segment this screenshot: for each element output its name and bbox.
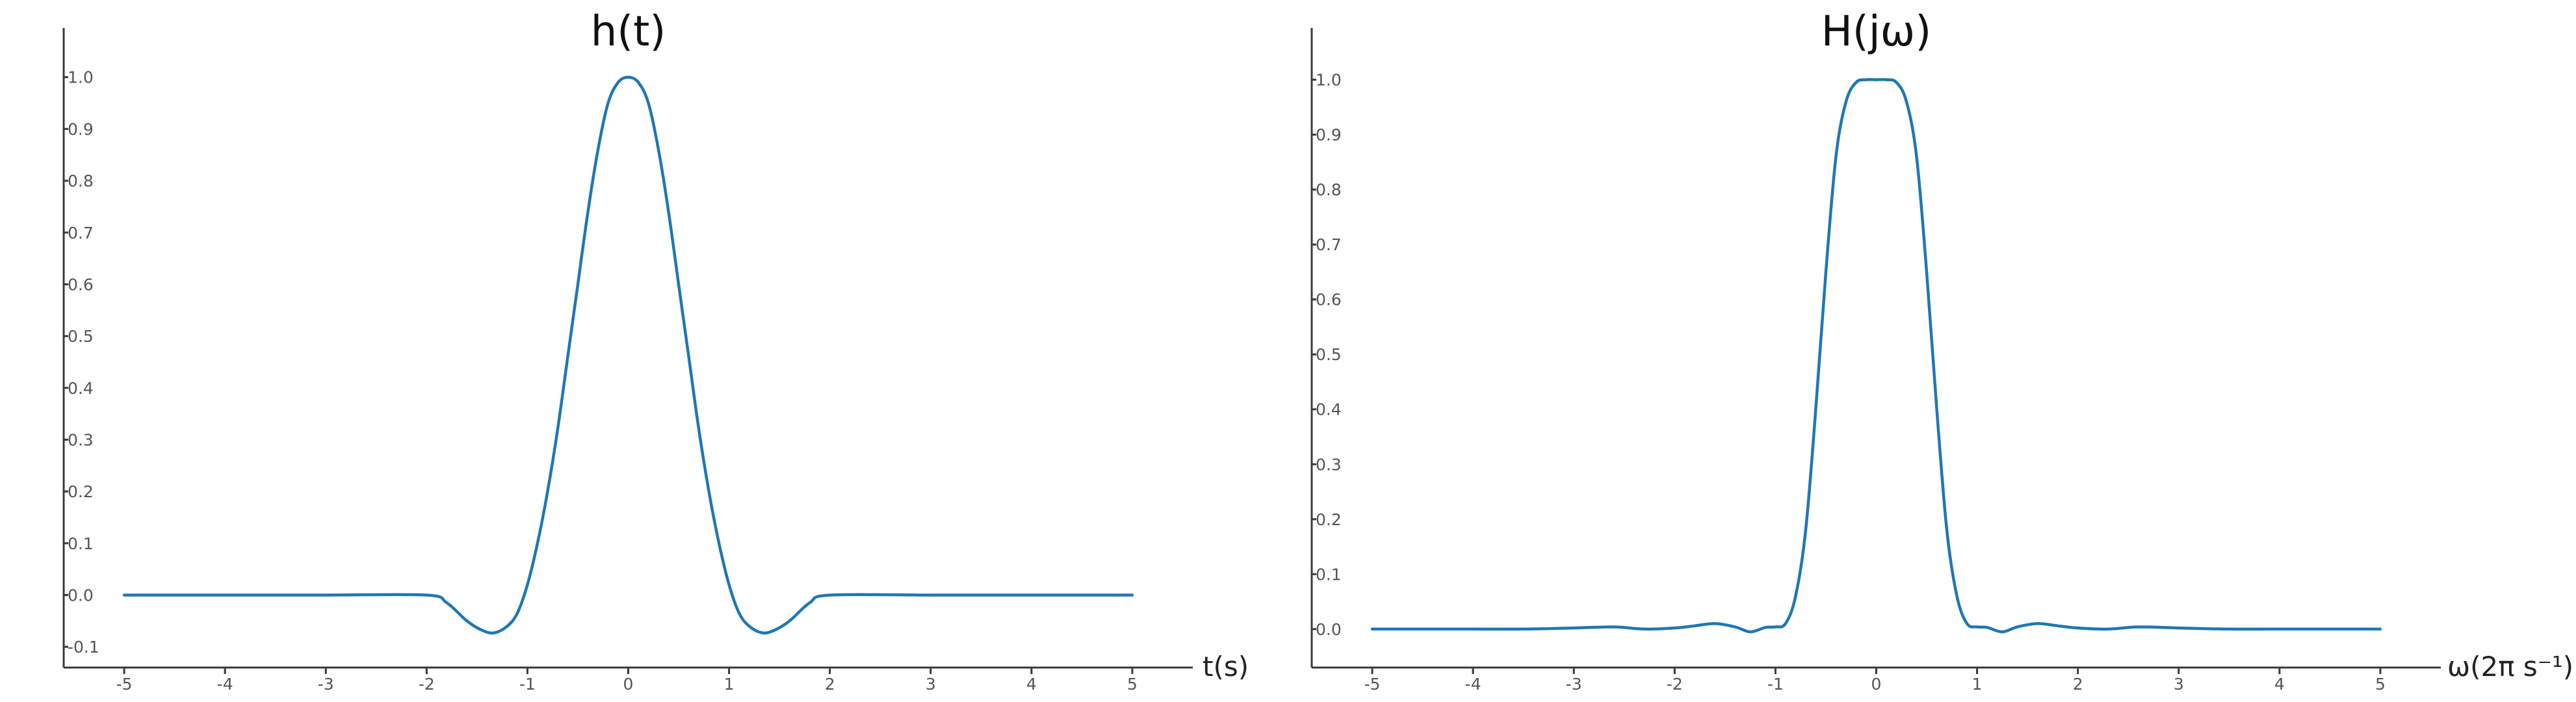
- y-tick-label: 0.3: [68, 430, 94, 449]
- y-tick-label: 0.7: [1316, 235, 1342, 254]
- y-tick-label: 0.7: [68, 224, 94, 242]
- x-tick-label: -5: [1364, 675, 1381, 694]
- x-tick-label: 0: [623, 675, 634, 694]
- y-tick-label: 0.0: [1316, 620, 1342, 639]
- y-tick-label: 0.3: [1316, 455, 1342, 474]
- x-tick-label: -2: [419, 675, 435, 694]
- x-tick-label: 2: [825, 675, 835, 694]
- y-tick-label: 0.9: [68, 120, 94, 138]
- chart-H-jw: H(jω) ω(2π s⁻¹) 0.0 0.1 0.2 0.3 0.4 0.5 0.6 0.7…: [1310, 8, 2573, 694]
- y-tick-label: 0.1: [1316, 565, 1342, 584]
- y-tick-label: 0.0: [68, 586, 94, 604]
- y-tick-label: 0.6: [1316, 291, 1342, 309]
- x-tick-label: 1: [724, 675, 735, 694]
- x-tick-label: 4: [2274, 675, 2285, 694]
- y-tick-label: 0.2: [1316, 510, 1342, 529]
- x-tick-label: -5: [116, 675, 133, 694]
- series-line-0-0: [122, 75, 1134, 635]
- x-tick-label: -2: [1667, 675, 1683, 694]
- y-tick-label: 0.8: [1316, 181, 1342, 200]
- y-tick-label: 1.0: [68, 68, 94, 87]
- y-tick-label: 0.1: [68, 534, 94, 553]
- x-tick-label: 5: [2375, 675, 2386, 694]
- y-tick-label: 1.0: [1316, 71, 1342, 90]
- x-tick-label: -3: [318, 675, 334, 694]
- y-tick-label: 0.5: [1316, 345, 1342, 364]
- y-tick-label: 0.4: [1316, 400, 1342, 419]
- y-tick-label: 0.2: [68, 482, 94, 501]
- x-tick-label: 2: [2073, 675, 2083, 694]
- chart-title: h(t): [591, 8, 666, 56]
- chart-title: H(jω): [1821, 8, 1931, 56]
- x-axis-label: ω(2π s⁻¹): [2447, 651, 2573, 682]
- x-tick-label: -1: [519, 675, 536, 694]
- x-tick-label: -4: [217, 675, 233, 694]
- x-axis-label: t(s): [1203, 651, 1249, 682]
- x-tick-label: 5: [1127, 675, 1138, 694]
- y-tick-label: 0.6: [68, 275, 94, 294]
- x-tick-label: 0: [1871, 675, 1882, 694]
- x-tick-label: -3: [1566, 675, 1582, 694]
- x-tick-label: 4: [1026, 675, 1037, 694]
- x-tick-label: 3: [926, 675, 936, 694]
- y-tick-label: 0.4: [68, 379, 94, 398]
- y-tick-label: 0.8: [68, 172, 94, 190]
- y-tick-label: 0.9: [1316, 125, 1342, 144]
- x-tick-label: 3: [2174, 675, 2184, 694]
- series-line-1-0: [1370, 78, 2382, 634]
- y-tick-label: -0.1: [68, 638, 99, 656]
- x-tick-label: 1: [1972, 675, 1983, 694]
- x-tick-label: -1: [1767, 675, 1784, 694]
- y-tick-label: 0.5: [68, 327, 94, 346]
- x-tick-label: -4: [1465, 675, 1481, 694]
- chart-h-t: h(t) t(s) -0.1 0.0 0.1 0.2 0.3 0.4 0.5 0.6 0.7 0.…: [62, 8, 1249, 694]
